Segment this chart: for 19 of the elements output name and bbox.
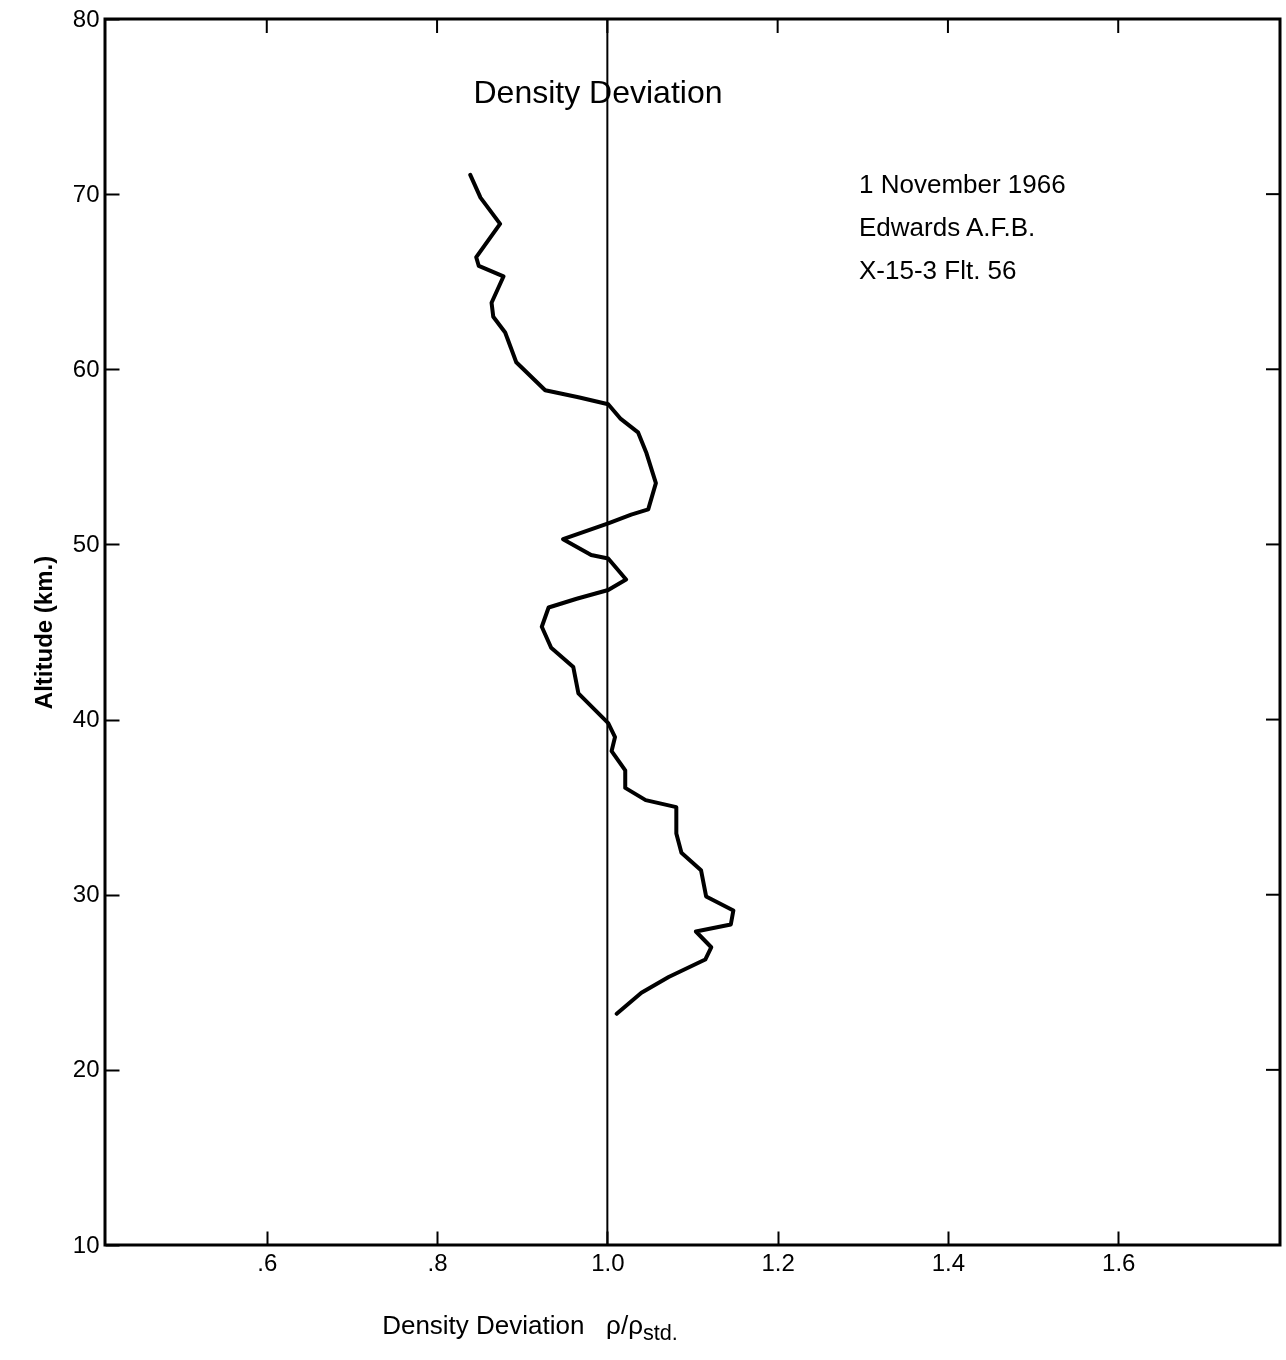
x-tick-label: 1.2 xyxy=(761,1248,795,1276)
x-tick-label: .6 xyxy=(257,1248,278,1276)
y-tick-label: 80 xyxy=(72,4,100,32)
y-tick-label: 70 xyxy=(72,179,100,207)
x-tick-label: 1.4 xyxy=(931,1248,966,1276)
y-tick-label: 30 xyxy=(72,880,100,908)
x-axis-title: Density Deviation ρ/ρ$_{std.}$ xyxy=(381,1310,679,1347)
y-tick-label: 60 xyxy=(72,354,100,382)
y-axis-title: Altitude (km.) xyxy=(29,555,57,710)
y-tick-label: 50 xyxy=(72,529,100,557)
y-tick-label: 40 xyxy=(72,705,100,733)
y-tick-label: 10 xyxy=(72,1230,100,1258)
y-tick-label: 20 xyxy=(72,1055,100,1083)
x-tick-label: .8 xyxy=(427,1248,448,1276)
x-tick-label: 1.6 xyxy=(1102,1248,1136,1276)
annotation: 1 November 1966 xyxy=(859,169,1066,199)
x-tick-label: 1.0 xyxy=(591,1248,625,1276)
annotation: Edwards A.F.B. xyxy=(859,212,1036,242)
annotation: X-15-3 Flt. 56 xyxy=(859,255,1017,285)
